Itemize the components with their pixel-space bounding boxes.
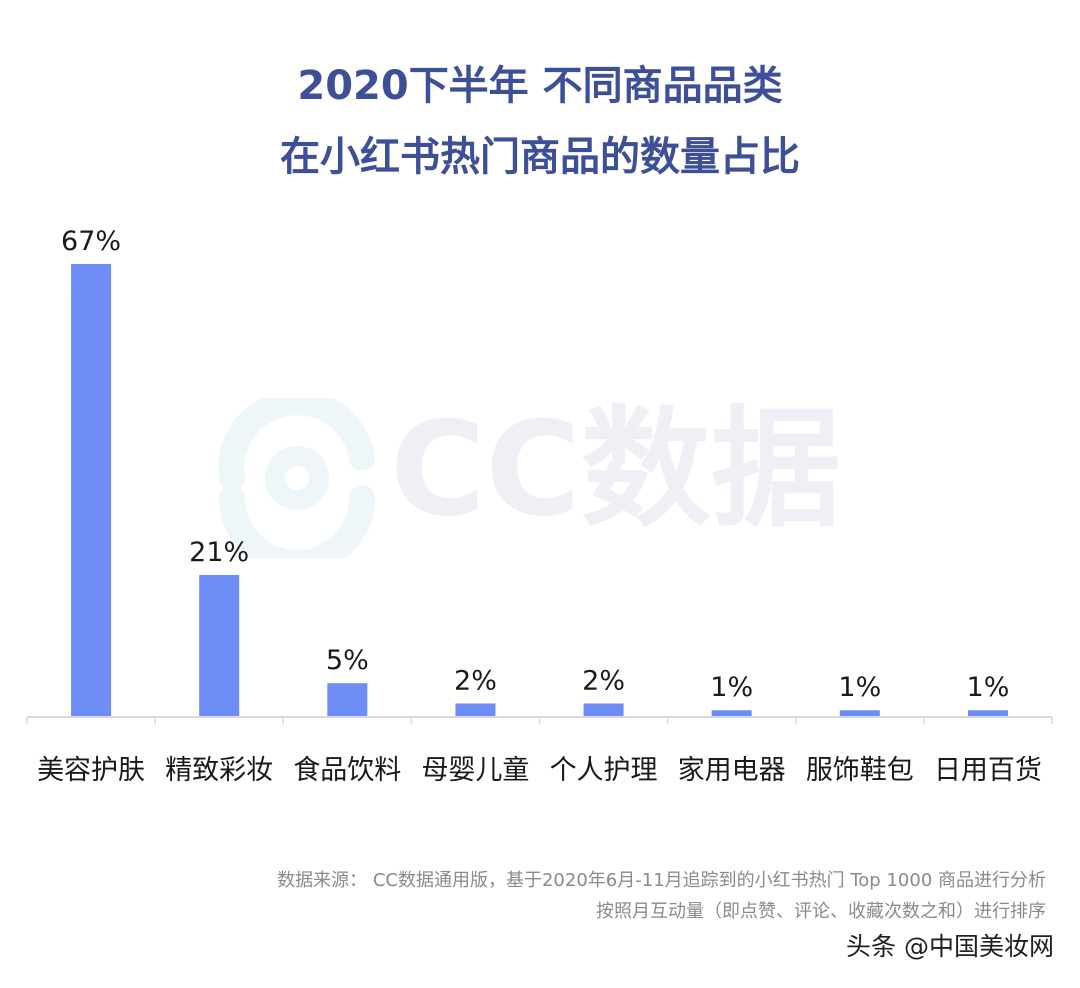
category-label: 个人护理 [550,755,658,786]
bar-value-label: 5% [326,645,369,676]
bar-value-label: 67% [61,226,121,257]
category-label: 家用电器 [678,755,786,786]
category-label: 日用百货 [934,755,1042,786]
bar-value-label: 1% [838,672,881,703]
bar-0 [71,264,112,717]
chart-title-line1: 2020下半年 不同商品品类 [297,63,783,109]
bar-value-label: 2% [454,665,497,696]
bar-value-label: 1% [967,672,1010,703]
bar-value-label: 21% [189,537,249,568]
bar-1 [199,575,240,717]
chart-title-line2: 在小红书热门商品的数量占比 [280,134,800,180]
bar-2 [327,683,368,717]
bar-6 [839,710,880,717]
category-label: 美容护肤 [37,755,145,786]
credit-text: 头条 @中国美妆网 [846,932,1054,961]
bar-3 [455,703,496,717]
footnote-method: 按照月互动量（即点赞、评论、收藏次数之和）进行排序 [596,901,1046,922]
bar-5 [711,710,752,717]
bar-value-label: 1% [710,672,753,703]
category-label: 食品饮料 [293,755,401,786]
bar-4 [583,703,624,717]
bar-value-label: 2% [582,665,625,696]
category-label: 精致彩妆 [165,755,273,786]
category-label: 服饰鞋包 [806,755,914,786]
footnote-source: 数据来源： CC数据通用版，基于2020年6月-11月追踪到的小红书热门 Top… [277,870,1046,891]
category-label: 母婴儿童 [421,755,529,786]
bar-7 [967,710,1008,717]
